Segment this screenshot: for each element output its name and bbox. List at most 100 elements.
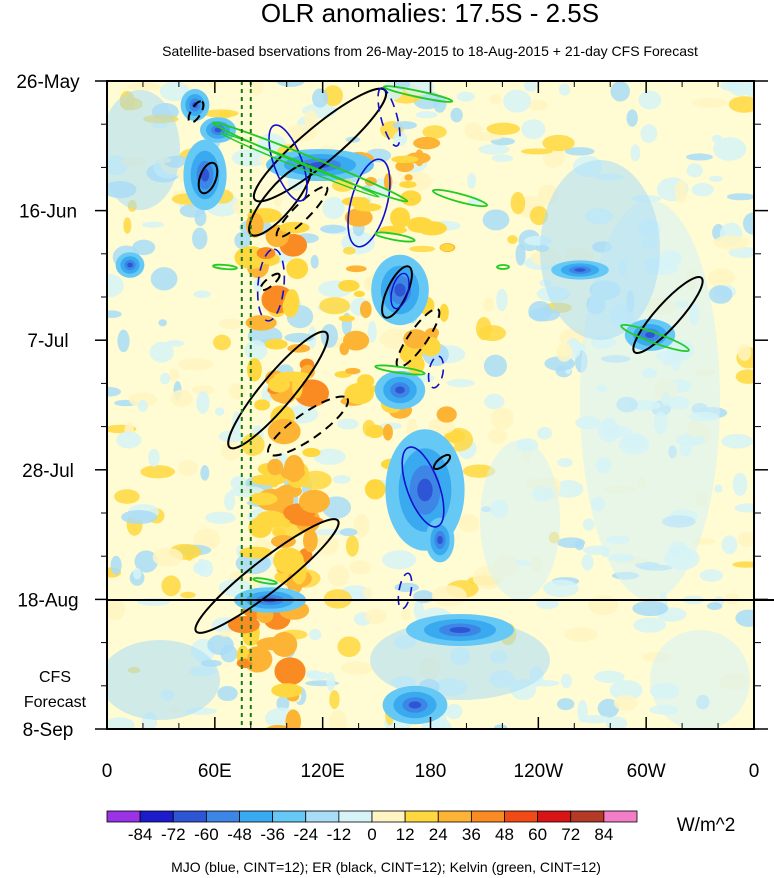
plot-field bbox=[107, 81, 754, 729]
anomaly-patch bbox=[638, 90, 662, 110]
anomaly-patch bbox=[274, 197, 283, 207]
y-tick-label: 16-Jun bbox=[19, 202, 77, 223]
anomaly-patch bbox=[478, 325, 507, 342]
anomaly-patch bbox=[137, 399, 148, 413]
anomaly-patch bbox=[556, 537, 586, 548]
anomaly-patch bbox=[152, 547, 183, 567]
anomaly-patch bbox=[248, 81, 264, 96]
anomaly-patch bbox=[212, 334, 232, 351]
x-tick-label: 180 bbox=[415, 761, 447, 782]
anomaly-patch bbox=[178, 358, 214, 371]
colorbar-label: 60 bbox=[528, 825, 547, 844]
anomaly-patch bbox=[217, 685, 238, 702]
positive-anomaly bbox=[248, 516, 273, 538]
anomaly-patch bbox=[714, 484, 723, 493]
anomaly-patch bbox=[484, 393, 505, 410]
colorbar-label: 72 bbox=[561, 825, 580, 844]
er-contour bbox=[227, 330, 329, 450]
negative-anomaly bbox=[408, 701, 422, 709]
anomaly-patch bbox=[158, 319, 167, 327]
colorbar-swatch bbox=[470, 810, 505, 823]
kelvin-contour bbox=[620, 323, 690, 353]
kelvin-contour bbox=[212, 263, 238, 271]
kelvin-contour bbox=[252, 577, 278, 585]
anomaly-patch bbox=[489, 93, 502, 105]
anomaly-patch bbox=[313, 448, 346, 465]
er-contour bbox=[632, 275, 704, 355]
anomaly-patch bbox=[537, 426, 553, 440]
anomaly-region bbox=[650, 630, 750, 729]
anomaly-patch bbox=[708, 175, 723, 182]
anomaly-patch bbox=[692, 98, 728, 108]
anomaly-patch bbox=[713, 235, 749, 250]
anomaly-patch bbox=[343, 246, 356, 255]
anomaly-patch bbox=[409, 245, 436, 253]
colorbar-label: -84 bbox=[128, 825, 153, 844]
colorbar-units: W/m^2 bbox=[677, 815, 736, 836]
anomaly-patch bbox=[707, 268, 735, 288]
anomaly-patch bbox=[134, 550, 158, 573]
anomaly-patch bbox=[337, 636, 361, 658]
anomaly-patch bbox=[523, 81, 537, 92]
positive-anomaly bbox=[344, 208, 373, 227]
anomaly-patch bbox=[107, 387, 122, 397]
anomaly-patch bbox=[110, 555, 122, 575]
colorbar-swatch bbox=[239, 810, 274, 823]
anomaly-patch bbox=[464, 122, 483, 139]
anomaly-patch bbox=[640, 124, 658, 143]
colorbar-swatch bbox=[537, 810, 572, 823]
positive-anomaly bbox=[254, 399, 271, 411]
anomaly-patch bbox=[322, 85, 344, 107]
anomaly-patch bbox=[234, 231, 251, 250]
anomaly-patch bbox=[170, 389, 193, 407]
anomaly-patch bbox=[613, 694, 638, 711]
anomaly-region bbox=[107, 90, 180, 210]
anomaly-patch bbox=[200, 465, 210, 481]
anomaly-patch bbox=[219, 318, 244, 330]
anomaly-patch bbox=[483, 354, 508, 377]
positive-anomaly bbox=[273, 371, 312, 382]
kelvin-contour bbox=[220, 132, 380, 198]
anomaly-patch bbox=[392, 121, 418, 130]
colorbar-swatch bbox=[603, 810, 638, 823]
anomaly-patch bbox=[588, 595, 619, 616]
anomaly-patch bbox=[605, 716, 628, 729]
anomaly-patch bbox=[728, 247, 754, 259]
anomaly-patch bbox=[630, 144, 641, 162]
anomaly-patch bbox=[231, 148, 268, 167]
colorbar-label: -72 bbox=[161, 825, 186, 844]
negative-anomaly bbox=[127, 262, 133, 268]
y-axis: 26-May 16-Jun 7-Jul 28-Jul 18-Aug 8-Sep bbox=[16, 72, 768, 741]
colorbar-swatch bbox=[404, 810, 439, 823]
mjo-contour bbox=[390, 272, 410, 310]
positive-anomaly bbox=[236, 658, 253, 669]
anomaly-patch bbox=[117, 329, 130, 353]
colorbar-swatch bbox=[272, 810, 307, 823]
anomaly-patch bbox=[632, 600, 669, 617]
anomaly-patch bbox=[382, 550, 417, 570]
anomaly-patch bbox=[483, 297, 495, 312]
positive-anomaly bbox=[344, 382, 374, 405]
kelvin-contour bbox=[382, 85, 454, 103]
positive-anomaly bbox=[390, 207, 411, 229]
anomaly-patch bbox=[726, 193, 754, 201]
positive-anomaly bbox=[267, 418, 301, 445]
anomaly-patch bbox=[310, 254, 319, 269]
anomaly-patch bbox=[394, 582, 419, 593]
anomaly-patch bbox=[132, 239, 156, 256]
anomaly-patch bbox=[686, 163, 703, 178]
positive-anomaly bbox=[284, 289, 300, 316]
anomaly-patch bbox=[530, 680, 560, 687]
positive-anomaly bbox=[406, 216, 434, 233]
positive-anomaly bbox=[271, 683, 303, 698]
chart-subtitle: Satellite-based bservations from 26-May-… bbox=[162, 43, 698, 59]
colorbar-swatch bbox=[106, 810, 141, 823]
anomaly-patch bbox=[114, 489, 140, 504]
mjo-contour-negative bbox=[397, 572, 413, 610]
negative-anomaly bbox=[394, 283, 406, 297]
positive-anomaly bbox=[289, 516, 324, 527]
anomaly-patch bbox=[116, 431, 142, 449]
anomaly-patch bbox=[633, 617, 667, 633]
anomaly-patch bbox=[543, 579, 579, 598]
